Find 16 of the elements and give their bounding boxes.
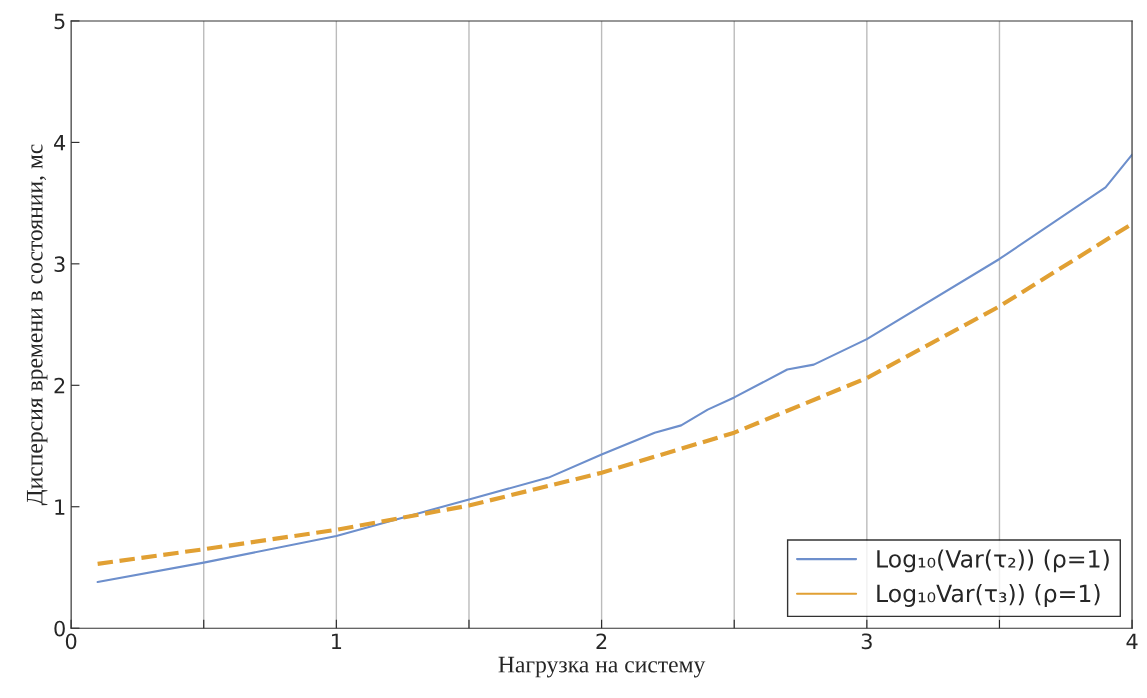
y-tick-label: 0 — [54, 620, 65, 637]
x-tick-label: 1 — [332, 633, 342, 649]
y-tick-label: 1 — [55, 499, 65, 515]
x-axis-title: Нагрузка на систему — [498, 656, 706, 678]
y-tick-label: 5 — [54, 13, 65, 30]
y-axis-title: Дисперсия времени в состоянии, мс — [26, 144, 48, 506]
x-tick-label: 2 — [596, 633, 607, 649]
y-tick-label: 2 — [54, 377, 65, 394]
y-tick-label: 3 — [54, 256, 65, 273]
legend-label: Log₁₀Var(τ₃)) (ρ=1) — [877, 584, 1100, 607]
x-tick-label: 0 — [65, 633, 77, 650]
x-tick-label: 4 — [1126, 633, 1138, 649]
legend-label: Log₁₀(Var(τ₂)) (ρ=1) — [877, 549, 1109, 573]
x-tick-label: 3 — [861, 633, 872, 650]
line-series — [96, 153, 1133, 584]
y-tick-label: 4 — [54, 135, 66, 151]
